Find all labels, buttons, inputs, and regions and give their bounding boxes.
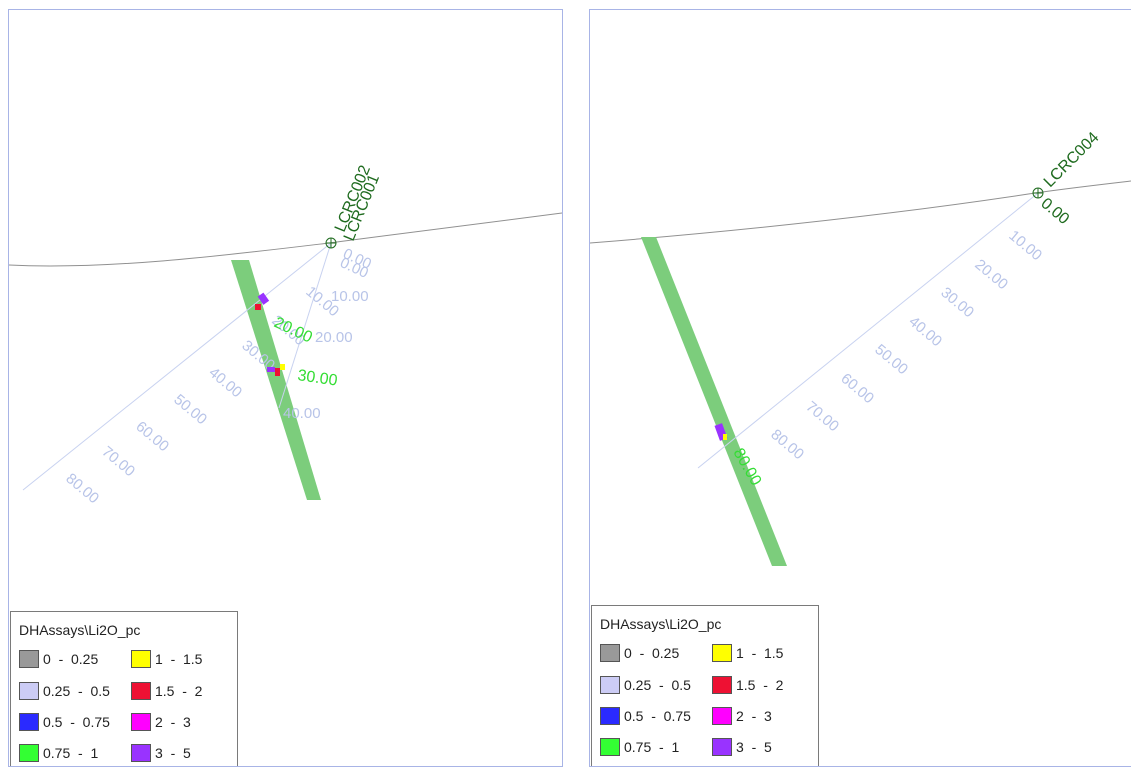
topography-line — [9, 212, 562, 267]
legend-swatch — [19, 650, 39, 668]
legend-item: 0.25 - 0.5 — [600, 672, 691, 698]
depth-tick-a-40: 40.00 — [205, 364, 245, 401]
legend-label: 1 - 1.5 — [736, 645, 784, 661]
right-section-canvas: LCRC004 0.00 10.00 20.00 30.00 40.00 50.… — [590, 129, 1131, 566]
ore-zone-band — [231, 260, 321, 500]
legend-label: 2 - 3 — [736, 708, 772, 724]
legend-left: DHAssays\Li2O_pc 0 - 0.25 0.25 - 0.5 0.5… — [10, 611, 238, 766]
legend-label: 0 - 0.25 — [43, 651, 99, 667]
legend-swatch — [712, 644, 732, 662]
depth-tick-20: 20.00 — [971, 256, 1011, 293]
legend-item: 2 - 3 — [131, 709, 191, 735]
legend-item: 0.5 - 0.75 — [600, 703, 691, 729]
legend-label: 0.5 - 0.75 — [43, 714, 110, 730]
intercept-label-30: 30.00 — [296, 367, 338, 389]
depth-tick-a-60: 60.00 — [132, 418, 172, 455]
legend-item: 3 - 5 — [712, 734, 772, 760]
drillhole-trace-lcrc004 — [697, 192, 1039, 469]
depth-tick-40: 40.00 — [905, 313, 945, 350]
legend-item: 0 - 0.25 — [19, 646, 98, 672]
legend-title: DHAssays\Li2O_pc — [19, 622, 141, 638]
drillhole-trace-lcrc002 — [22, 242, 332, 491]
legend-item: 3 - 5 — [131, 740, 191, 766]
legend-item: 0.75 - 1 — [600, 734, 679, 760]
legend-swatch — [131, 744, 151, 762]
legend-swatch — [600, 738, 620, 756]
left-section-view[interactable]: LCRC002 LCRC001 0.00 0.00 10.00 20.00 30… — [8, 9, 563, 767]
assay-interval[interactable] — [723, 434, 727, 440]
legend-swatch — [131, 650, 151, 668]
assay-interval[interactable] — [255, 304, 261, 310]
drillhole-trace-lcrc001 — [278, 242, 332, 409]
legend-item: 0 - 0.25 — [600, 640, 679, 666]
left-section-canvas: LCRC002 LCRC001 0.00 0.00 10.00 20.00 30… — [9, 163, 562, 507]
ore-zone-band — [641, 237, 787, 566]
legend-swatch — [131, 682, 151, 700]
topography-line — [590, 180, 1131, 244]
legend-right: DHAssays\Li2O_pc 0 - 0.25 0.25 - 0.5 0.5… — [591, 605, 819, 766]
legend-label: 1.5 - 2 — [155, 683, 203, 699]
assay-interval[interactable] — [275, 368, 280, 376]
legend-swatch — [19, 713, 39, 731]
legend-title: DHAssays\Li2O_pc — [600, 616, 722, 632]
depth-tick-a-80: 80.00 — [62, 470, 102, 507]
hole-label-lcrc004: LCRC004 — [1041, 129, 1103, 191]
legend-label: 0.75 - 1 — [43, 745, 99, 761]
depth-tick-b-10: 10.00 — [331, 288, 369, 305]
legend-swatch — [600, 676, 620, 694]
collar-depth-label: 0.00 — [1037, 195, 1072, 228]
right-section-view[interactable]: LCRC004 0.00 10.00 20.00 30.00 40.00 50.… — [589, 9, 1131, 767]
assay-interval[interactable] — [267, 367, 275, 372]
legend-swatch — [712, 738, 732, 756]
legend-label: 0.75 - 1 — [624, 739, 680, 755]
depth-tick-a-70: 70.00 — [98, 443, 138, 480]
legend-label: 0.25 - 0.5 — [43, 683, 110, 699]
legend-label: 0.25 - 0.5 — [624, 677, 691, 693]
assay-interval[interactable] — [280, 364, 285, 370]
legend-swatch — [600, 707, 620, 725]
depth-tick-10: 10.00 — [1005, 227, 1045, 264]
depth-tick-80: 80.00 — [767, 426, 807, 463]
legend-item: 1.5 - 2 — [712, 672, 783, 698]
legend-swatch — [600, 644, 620, 662]
legend-label: 3 - 5 — [736, 739, 772, 755]
depth-tick-b-20: 20.00 — [315, 329, 353, 346]
legend-label: 1.5 - 2 — [736, 677, 784, 693]
legend-label: 3 - 5 — [155, 745, 191, 761]
depth-tick-a-50: 50.00 — [170, 391, 210, 428]
legend-item: 0.5 - 0.75 — [19, 709, 110, 735]
assay-interval[interactable] — [257, 292, 270, 305]
depth-tick-60: 60.00 — [837, 370, 877, 407]
legend-label: 0 - 0.25 — [624, 645, 680, 661]
depth-tick-50: 50.00 — [871, 341, 911, 378]
legend-item: 1.5 - 2 — [131, 678, 202, 704]
legend-label: 1 - 1.5 — [155, 651, 203, 667]
depth-tick-30: 30.00 — [937, 284, 977, 321]
legend-label: 2 - 3 — [155, 714, 191, 730]
legend-label: 0.5 - 0.75 — [624, 708, 691, 724]
depth-tick-70: 70.00 — [802, 398, 842, 435]
legend-swatch — [712, 676, 732, 694]
legend-item: 1 - 1.5 — [712, 640, 783, 666]
depth-tick-b-40: 40.00 — [283, 405, 321, 422]
legend-item: 2 - 3 — [712, 703, 772, 729]
legend-swatch — [712, 707, 732, 725]
legend-item: 0.25 - 0.5 — [19, 678, 110, 704]
legend-item: 0.75 - 1 — [19, 740, 98, 766]
legend-item: 1 - 1.5 — [131, 646, 202, 672]
legend-swatch — [19, 682, 39, 700]
legend-swatch — [19, 744, 39, 762]
legend-swatch — [131, 713, 151, 731]
